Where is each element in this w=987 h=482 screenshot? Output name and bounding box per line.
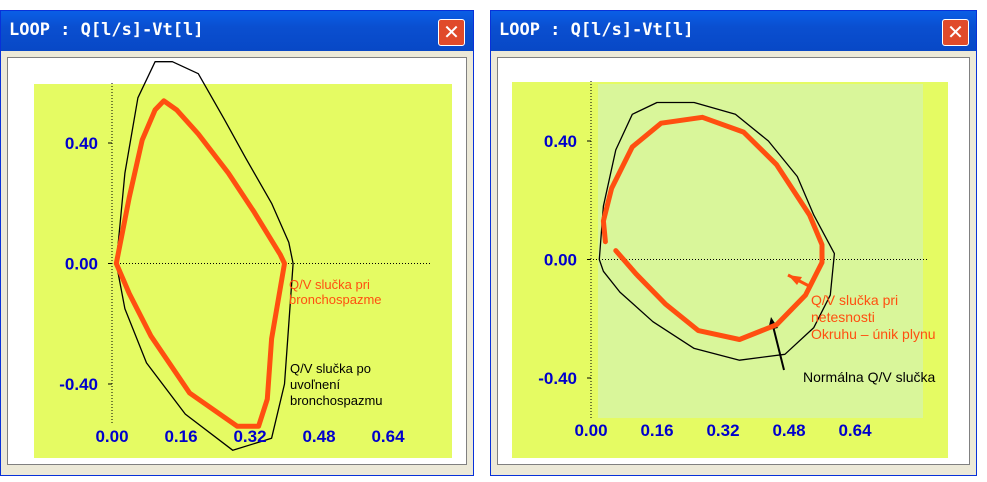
annotation-leak-1: Q/V slučka pri	[811, 292, 898, 308]
black-loop-series	[115, 61, 294, 451]
red-loop-series	[113, 98, 287, 429]
black-loop-series	[598, 101, 836, 361]
x-tick-label: 0.16	[164, 427, 197, 446]
loop-window-right: LOOP : Q[l/s]-Vt[l] ✕ Q/V slučka pri net…	[490, 10, 977, 476]
normal-arrow-shaft	[772, 325, 785, 371]
leak-arrow-head	[788, 275, 802, 285]
qv-loop-chart: Q/V slučka pri netesnosti Okruhu – únik …	[512, 81, 948, 458]
x-tick-label: 0.32	[706, 421, 739, 440]
window-title: LOOP : Q[l/s]-Vt[l]	[499, 20, 694, 40]
y-tick-label: -0.40	[538, 369, 577, 388]
y-tick-label: 0.40	[544, 132, 577, 151]
y-tick-label: 0.00	[65, 255, 98, 274]
annotation-released-2: uvoľnení	[290, 377, 340, 392]
x-tick-label: 0.64	[371, 427, 405, 446]
annotation-released-1: Q/V slučka po	[290, 361, 371, 376]
x-tick-label: 0.00	[95, 427, 128, 446]
annotation-leak-2: netesnosti	[811, 309, 875, 325]
x-tick-label: 0.48	[302, 427, 335, 446]
plot-background	[34, 84, 452, 458]
x-tick-label: 0.00	[574, 421, 607, 440]
qv-loop-chart: Q/V slučka pri bronchospazme Q/V slučka …	[34, 61, 452, 458]
x-tick-label: 0.64	[838, 421, 872, 440]
red-loop-series	[600, 114, 825, 342]
x-tick-label: 0.32	[233, 427, 266, 446]
annotation-released-3: bronchospazmu	[290, 393, 383, 408]
title-bar[interactable]: LOOP : Q[l/s]-Vt[l] ✕	[491, 11, 976, 51]
loop-window-left: LOOP : Q[l/s]-Vt[l] ✕ Q/V slučka pri bro…	[0, 10, 474, 476]
close-icon[interactable]: ✕	[942, 19, 969, 46]
plot-area: Q/V slučka pri netesnosti Okruhu – únik …	[497, 57, 970, 465]
x-tick-label: 0.48	[772, 421, 805, 440]
annotation-leak-3: Okruhu – únik plynu	[811, 326, 936, 342]
annotation-normal: Normálna Q/V slučka	[803, 369, 935, 385]
annotation-bronchospasm-1: Q/V slučka pri	[289, 277, 370, 292]
close-icon[interactable]: ✕	[438, 19, 465, 46]
x-tick-label: 0.16	[640, 421, 673, 440]
plot-area: Q/V slučka pri bronchospazme Q/V slučka …	[7, 57, 467, 465]
plot-inner-background	[598, 84, 923, 418]
y-tick-label: 0.40	[65, 134, 98, 153]
y-tick-label: 0.00	[544, 251, 577, 270]
title-bar[interactable]: LOOP : Q[l/s]-Vt[l] ✕	[1, 11, 473, 51]
window-title: LOOP : Q[l/s]-Vt[l]	[9, 20, 204, 40]
y-tick-label: -0.40	[59, 375, 98, 394]
annotation-bronchospasm-2: bronchospazme	[289, 292, 382, 307]
